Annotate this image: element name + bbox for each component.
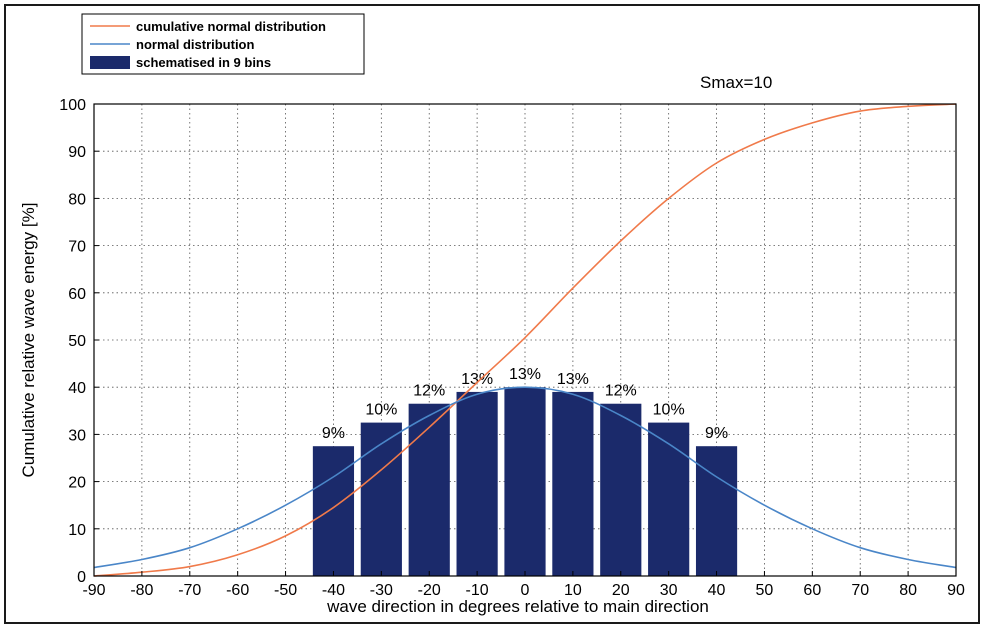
cumulative-normal-line bbox=[93, 103, 957, 577]
bar bbox=[552, 391, 594, 576]
y-tick-label: 100 bbox=[59, 97, 86, 114]
x-tick-label: 90 bbox=[947, 582, 965, 599]
bar-label: 9% bbox=[705, 425, 728, 442]
bar-label: 10% bbox=[653, 402, 685, 419]
legend-swatch-bins bbox=[90, 56, 130, 69]
x-tick-label: -80 bbox=[130, 582, 153, 599]
bar bbox=[408, 403, 450, 576]
y-tick-label: 0 bbox=[77, 569, 86, 586]
y-tick-label: 70 bbox=[68, 239, 86, 256]
y-tick-label: 40 bbox=[68, 380, 86, 397]
legend-label-normal: normal distribution bbox=[136, 37, 255, 52]
bar bbox=[360, 422, 402, 576]
y-tick-label: 30 bbox=[68, 427, 86, 444]
bar-label: 13% bbox=[509, 366, 541, 383]
bar-label: 12% bbox=[605, 383, 637, 400]
x-tick-label: -90 bbox=[82, 582, 105, 599]
chart: cumulative normal distribution normal di… bbox=[19, 13, 965, 616]
x-tick-label: 0 bbox=[521, 582, 530, 599]
bar bbox=[600, 403, 642, 576]
legend-label-cumulative: cumulative normal distribution bbox=[136, 19, 326, 34]
x-tick-label: -60 bbox=[226, 582, 249, 599]
x-tick-label: 80 bbox=[899, 582, 917, 599]
x-axis-label: wave direction in degrees relative to ma… bbox=[326, 597, 709, 616]
normal-distribution-line bbox=[93, 386, 957, 569]
x-tick-label: 20 bbox=[612, 582, 630, 599]
smax-annotation: Smax=10 bbox=[700, 73, 772, 92]
x-tick-label: -70 bbox=[178, 582, 201, 599]
bar-label: 13% bbox=[557, 371, 589, 388]
legend: cumulative normal distribution normal di… bbox=[81, 13, 365, 75]
x-tick-label: 70 bbox=[851, 582, 869, 599]
x-tick-label: -50 bbox=[274, 582, 297, 599]
x-tick-label: -10 bbox=[466, 582, 489, 599]
x-tick-label: 10 bbox=[564, 582, 582, 599]
bar bbox=[695, 446, 738, 576]
y-axis-label: Cumulative relative wave energy [%] bbox=[19, 203, 38, 478]
bar bbox=[648, 422, 690, 576]
bar bbox=[504, 387, 546, 576]
y-tick-label: 80 bbox=[68, 191, 86, 208]
bar-label: 9% bbox=[322, 425, 345, 442]
y-tick-label: 10 bbox=[68, 522, 86, 539]
x-tick-label: 60 bbox=[803, 582, 821, 599]
y-tick-label: 50 bbox=[68, 333, 86, 350]
y-ticks: 0 10 20 30 40 50 60 70 80 90 100 bbox=[59, 97, 99, 586]
bar-label: 10% bbox=[365, 402, 397, 419]
bars: 9% 10% 12% 13% 13% 13% 12% 10% 9% bbox=[312, 366, 738, 576]
x-tick-label: 30 bbox=[660, 582, 678, 599]
bar bbox=[456, 391, 498, 576]
x-tick-label: 40 bbox=[708, 582, 726, 599]
y-tick-label: 20 bbox=[68, 475, 86, 492]
x-ticks: -90 -80 -70 -60 -50 -40 -30 -20 -10 0 10 20 30 40 50 60… bbox=[82, 571, 965, 599]
plot-area: 9% 10% 12% 13% 13% 13% 12% 10% 9% -90 -80 -70 -60 -50… bbox=[59, 97, 965, 599]
y-tick-label: 60 bbox=[68, 286, 86, 303]
x-tick-label: -30 bbox=[370, 582, 393, 599]
figure-frame: cumulative normal distribution normal di… bbox=[4, 4, 980, 624]
bar bbox=[312, 446, 355, 576]
x-tick-label: -40 bbox=[322, 582, 345, 599]
bar-label: 12% bbox=[413, 383, 445, 400]
legend-label-bins: schematised in 9 bins bbox=[136, 55, 271, 70]
bar-label: 13% bbox=[461, 371, 493, 388]
x-tick-label: -20 bbox=[418, 582, 441, 599]
x-tick-label: 50 bbox=[756, 582, 774, 599]
y-tick-label: 90 bbox=[68, 144, 86, 161]
